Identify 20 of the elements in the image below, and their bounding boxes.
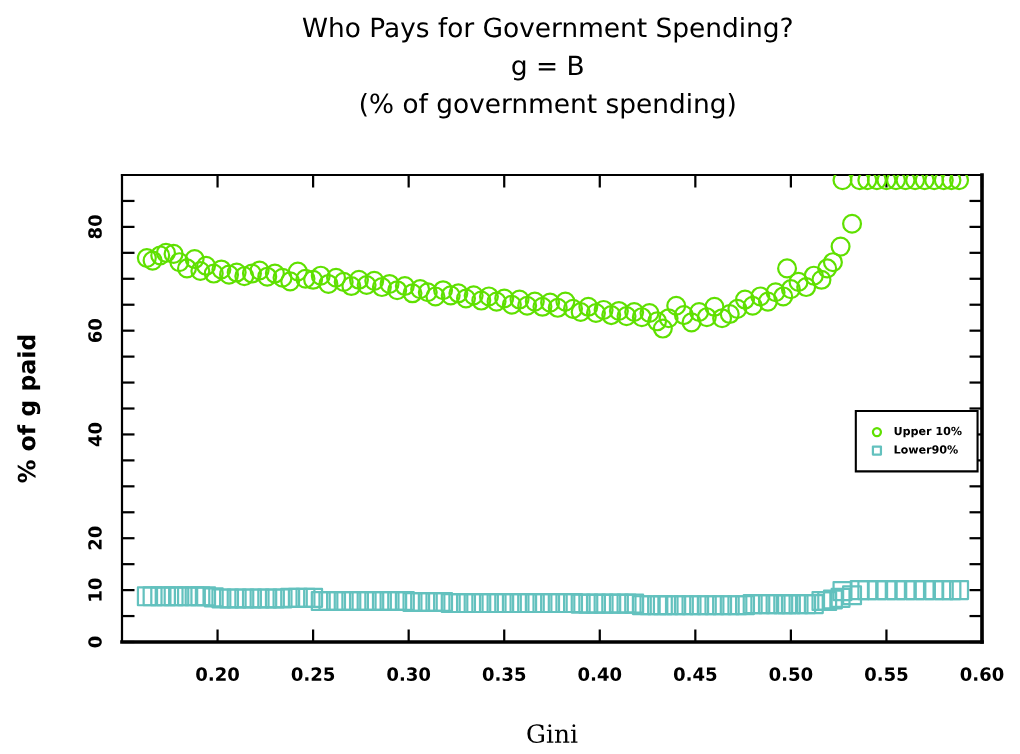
legend-label: Upper 10% xyxy=(894,426,962,438)
y-tick-label: 20 xyxy=(88,526,102,550)
x-tick-label: 0.50 xyxy=(769,667,813,681)
y-axis-title: % of g paid xyxy=(17,335,41,483)
legend-label: Lower90% xyxy=(894,445,958,454)
y-tick-label: 60 xyxy=(88,318,102,343)
x-tick-label: 0.20 xyxy=(196,667,239,681)
y-tick-label: 0 xyxy=(88,636,102,648)
x-tick-label: 0.60 xyxy=(960,667,1004,681)
x-tick-label: 0.55 xyxy=(865,667,908,681)
y-tick-label: 10 xyxy=(88,578,102,601)
y-tick-label: 40 xyxy=(88,422,102,447)
chart-title: Who Pays for Government Spending? g = B (% of government spending) xyxy=(302,17,792,119)
x-tick-label: 0.30 xyxy=(387,667,431,681)
x-tick-label: 0.25 xyxy=(291,667,335,681)
x-tick-label: 0.35 xyxy=(482,667,526,681)
x-tick-label: 0.45 xyxy=(673,667,717,681)
y-tick-label: 80 xyxy=(88,215,102,239)
x-tick-label: 0.40 xyxy=(578,667,622,681)
x-axis-title: Gini xyxy=(527,724,578,744)
